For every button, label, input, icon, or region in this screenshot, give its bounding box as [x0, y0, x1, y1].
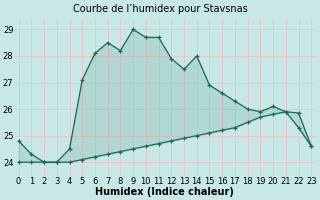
Text: Courbe de l’humidex pour Stavsnas: Courbe de l’humidex pour Stavsnas	[73, 4, 247, 14]
X-axis label: Humidex (Indice chaleur): Humidex (Indice chaleur)	[95, 187, 234, 197]
